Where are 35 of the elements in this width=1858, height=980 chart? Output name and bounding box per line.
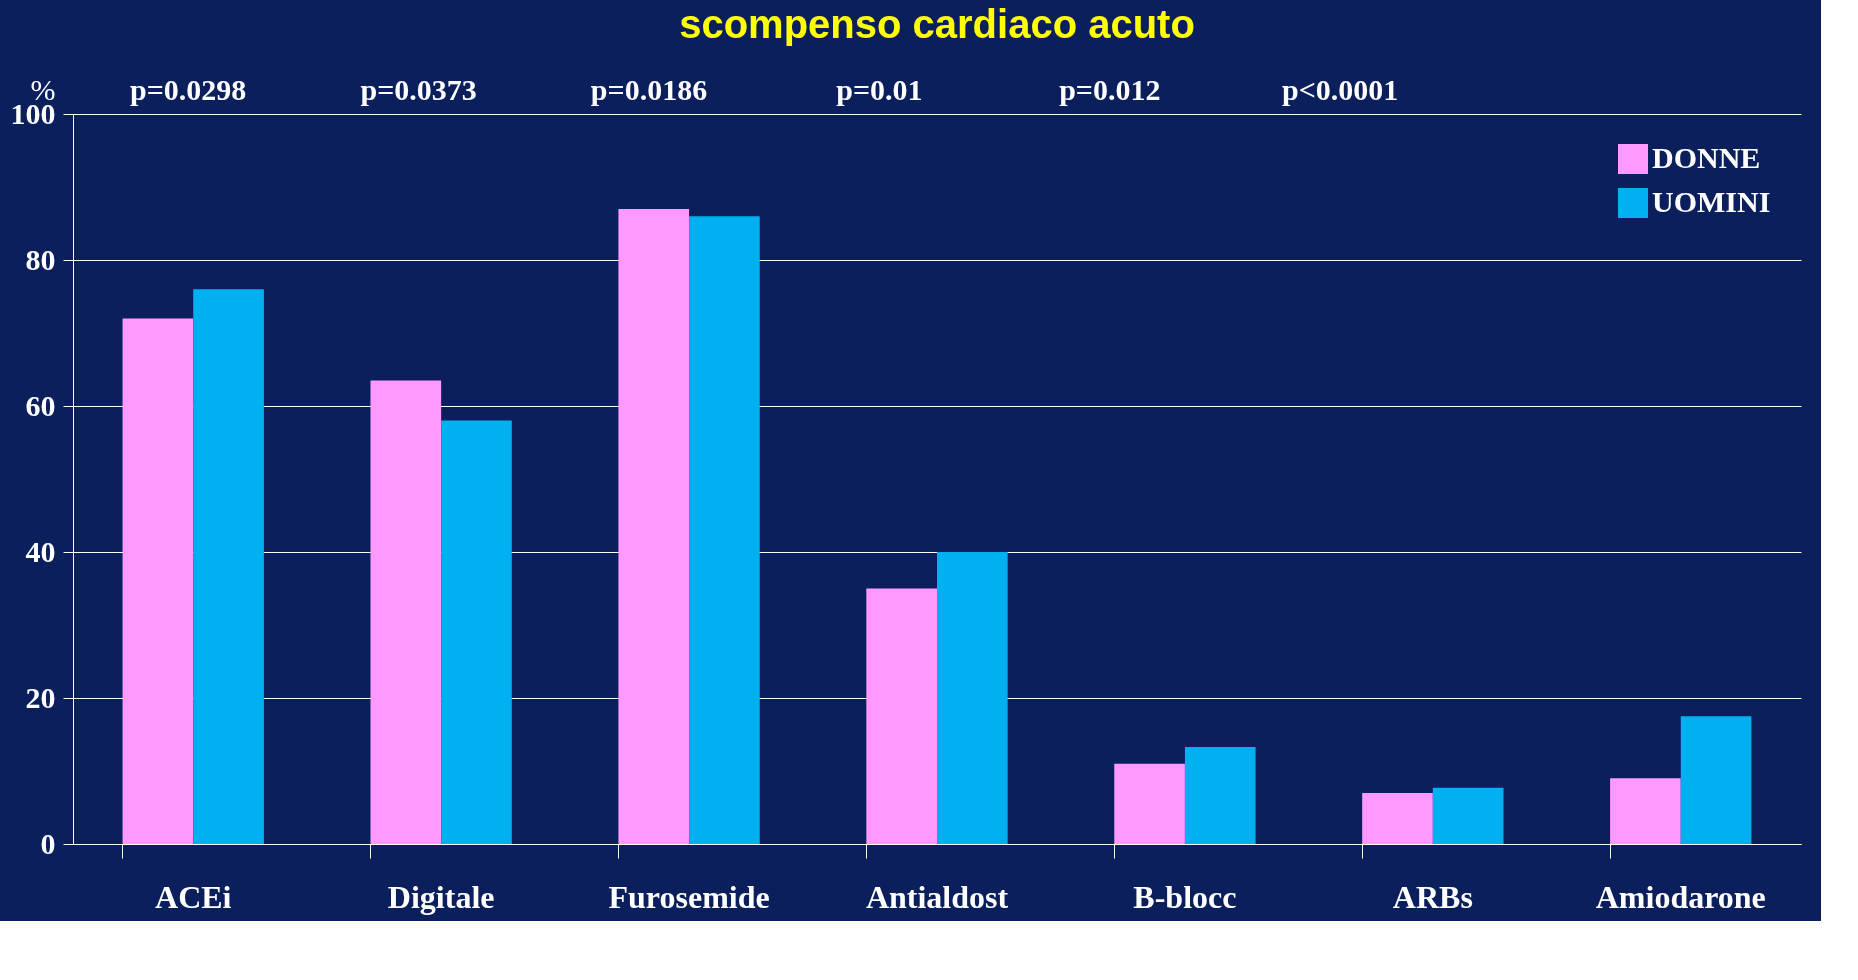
text: p<0.0001 — [1282, 73, 1399, 106]
bar — [1610, 778, 1681, 844]
text: p=0.0186 — [590, 73, 708, 106]
bar — [193, 289, 264, 844]
bar — [866, 588, 937, 844]
bar — [689, 216, 760, 844]
x-tick-label: Antialdost — [865, 878, 1009, 915]
x-tick-label: Furosemide — [608, 878, 770, 915]
bar — [370, 380, 442, 844]
bar — [122, 318, 194, 844]
text: p=0.012 — [1059, 73, 1161, 106]
legend-label: UOMINI — [1652, 185, 1771, 218]
x-tick-label: ACEi — [155, 878, 232, 915]
bar — [1184, 746, 1256, 844]
legend-label: DONNE — [1652, 141, 1761, 174]
bar — [1680, 716, 1752, 844]
y-tick-label: 40 — [25, 534, 56, 568]
y-tick-label: 60 — [25, 388, 56, 422]
bar — [1362, 792, 1433, 844]
bar — [1114, 763, 1185, 844]
x-tick-label: Digitale — [387, 878, 495, 915]
x-tick-label: ARBs — [1392, 878, 1473, 915]
text: p=0.01 — [836, 73, 923, 106]
x-tick-label: B-blocc — [1133, 878, 1237, 915]
text: p=0.0373 — [360, 73, 477, 106]
text: p=0.0298 — [130, 73, 247, 106]
y-tick-label: 0 — [40, 826, 56, 860]
chart-title: scompenso cardiaco acuto — [679, 2, 1195, 46]
bar — [937, 552, 1008, 844]
y-tick-label: 20 — [25, 680, 56, 714]
x-tick-label: Amiodarone — [1595, 878, 1766, 915]
y-tick-label: 80 — [25, 242, 56, 276]
bar — [618, 208, 690, 844]
bar — [441, 420, 512, 844]
bar — [1432, 787, 1504, 844]
